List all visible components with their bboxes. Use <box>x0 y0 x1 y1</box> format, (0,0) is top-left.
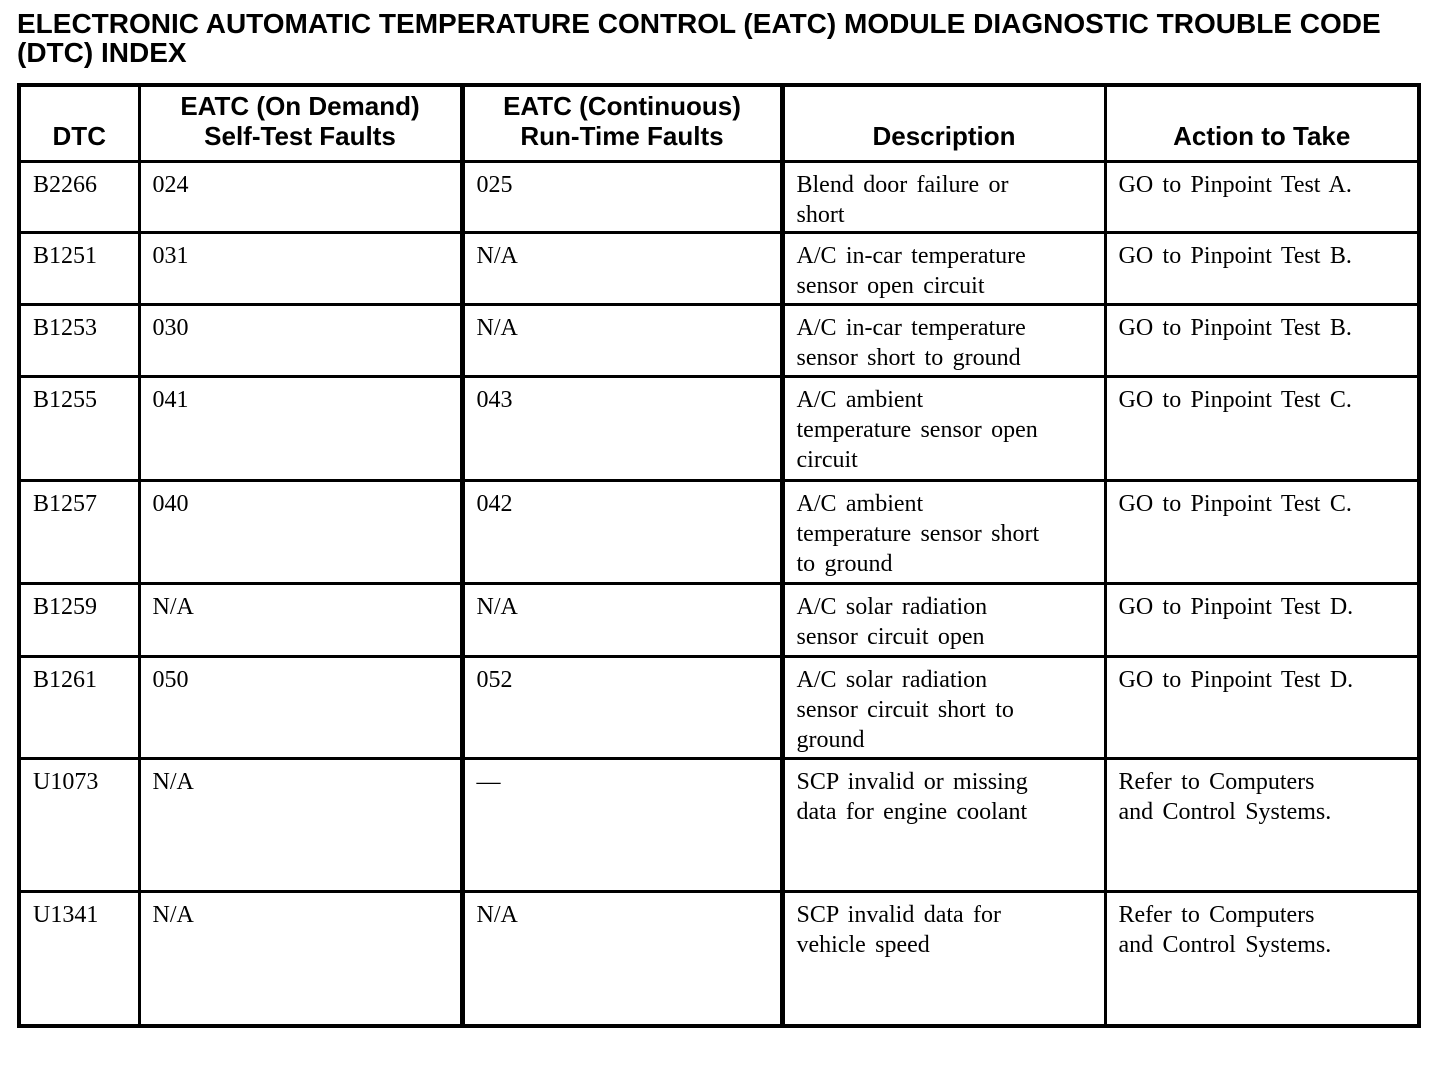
cell-description: A/C in-car temperature sensor open circu… <box>779 231 1107 306</box>
dtc-index-table: DTC EATC (On Demand) Self-Test Faults EA… <box>17 83 1421 1028</box>
table-row: B1259 N/A N/A A/C solar radiation sensor… <box>17 582 1421 658</box>
table-row: U1073 N/A — SCP invalid or missing data … <box>17 757 1421 893</box>
cell-on-demand: 041 <box>137 375 464 482</box>
cell-dtc: B1251 <box>17 231 141 306</box>
cell-on-demand: 031 <box>137 231 464 306</box>
cell-continuous: 043 <box>459 375 784 482</box>
column-header-description: Description <box>779 83 1107 163</box>
cell-action: GO to Pinpoint Test D. <box>1103 655 1421 760</box>
table-row: U1341 N/A N/A SCP invalid data for vehic… <box>17 890 1421 1027</box>
table-row: B1253 030 N/A A/C in-car temperature sen… <box>17 303 1421 378</box>
cell-continuous: 042 <box>459 479 784 585</box>
table-row: B2266 024 025 Blend door failure or shor… <box>17 160 1421 234</box>
cell-dtc: B1261 <box>17 655 141 760</box>
cell-on-demand: N/A <box>137 582 464 658</box>
cell-dtc: B1253 <box>17 303 141 378</box>
cell-description: A/C in-car temperature sensor short to g… <box>779 303 1107 378</box>
cell-action: GO to Pinpoint Test C. <box>1103 479 1421 585</box>
cell-action: GO to Pinpoint Test B. <box>1103 303 1421 378</box>
cell-dtc: U1073 <box>17 757 141 893</box>
header-row: DTC EATC (On Demand) Self-Test Faults EA… <box>17 83 1421 163</box>
cell-continuous: N/A <box>459 582 784 658</box>
cell-description: Blend door failure or short <box>779 160 1107 234</box>
column-header-action: Action to Take <box>1103 83 1421 163</box>
cell-continuous: — <box>459 757 784 893</box>
cell-description: A/C solar radiation sensor circuit short… <box>779 655 1107 760</box>
cell-description: A/C ambient temperature sensor short to … <box>779 479 1107 585</box>
page-title: ELECTRONIC AUTOMATIC TEMPERATURE CONTROL… <box>17 8 1381 68</box>
cell-action: Refer to Computers and Control Systems. <box>1103 890 1421 1027</box>
table-row: B1261 050 052 A/C solar radiation sensor… <box>17 655 1421 760</box>
cell-continuous: N/A <box>459 890 784 1027</box>
cell-on-demand: N/A <box>137 890 464 1027</box>
cell-dtc: B2266 <box>17 160 141 234</box>
table-row: B1251 031 N/A A/C in-car temperature sen… <box>17 231 1421 306</box>
cell-description: A/C solar radiation sensor circuit open <box>779 582 1107 658</box>
table-row: B1257 040 042 A/C ambient temperature se… <box>17 479 1421 585</box>
cell-dtc: B1259 <box>17 582 141 658</box>
column-header-dtc: DTC <box>17 83 141 163</box>
cell-action: GO to Pinpoint Test D. <box>1103 582 1421 658</box>
cell-continuous: N/A <box>459 231 784 306</box>
cell-continuous: 025 <box>459 160 784 234</box>
column-header-on-demand: EATC (On Demand) Self-Test Faults <box>137 83 464 163</box>
cell-on-demand: 050 <box>137 655 464 760</box>
cell-action: Refer to Computers and Control Systems. <box>1103 757 1421 893</box>
column-header-continuous: EATC (Continuous) Run-Time Faults <box>459 83 784 163</box>
cell-on-demand: 040 <box>137 479 464 585</box>
cell-continuous: N/A <box>459 303 784 378</box>
cell-action: GO to Pinpoint Test C. <box>1103 375 1421 482</box>
cell-description: SCP invalid data for vehicle speed <box>779 890 1107 1027</box>
cell-dtc: B1257 <box>17 479 141 585</box>
cell-dtc: U1341 <box>17 890 141 1027</box>
cell-action: GO to Pinpoint Test A. <box>1103 160 1421 234</box>
cell-description: A/C ambient temperature sensor open circ… <box>779 375 1107 482</box>
cell-continuous: 052 <box>459 655 784 760</box>
cell-dtc: B1255 <box>17 375 141 482</box>
table-row: B1255 041 043 A/C ambient temperature se… <box>17 375 1421 482</box>
cell-action: GO to Pinpoint Test B. <box>1103 231 1421 306</box>
cell-description: SCP invalid or missing data for engine c… <box>779 757 1107 893</box>
cell-on-demand: 024 <box>137 160 464 234</box>
cell-on-demand: N/A <box>137 757 464 893</box>
cell-on-demand: 030 <box>137 303 464 378</box>
